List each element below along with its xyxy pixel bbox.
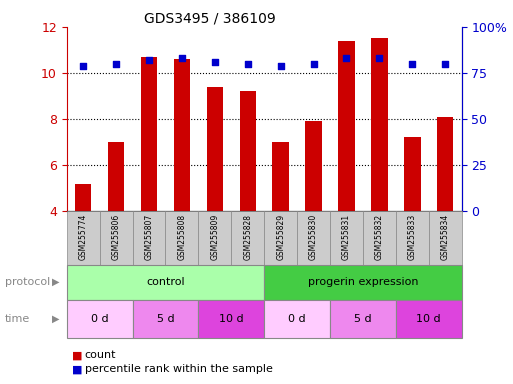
Text: GSM255828: GSM255828 (243, 214, 252, 260)
Text: GSM255834: GSM255834 (441, 214, 450, 260)
Bar (132, 300, 199, 338)
Point (178, 55, 186, 61)
Text: 5 d: 5 d (156, 314, 174, 324)
Text: GSM255830: GSM255830 (309, 214, 318, 260)
Text: GSM255832: GSM255832 (375, 214, 384, 260)
Text: GSM255806: GSM255806 (111, 214, 121, 260)
Text: ▶: ▶ (51, 277, 59, 287)
Text: GSM255809: GSM255809 (210, 214, 220, 260)
Bar (199, 300, 264, 338)
Bar (297, 211, 330, 265)
Text: GSM255833: GSM255833 (408, 214, 417, 260)
Text: GSM255831: GSM255831 (342, 214, 351, 260)
Bar (199, 211, 231, 265)
Text: GSM255808: GSM255808 (177, 214, 186, 260)
Point (441, 61, 449, 67)
Text: control: control (146, 277, 185, 287)
Point (376, 55, 384, 61)
Text: 0 d: 0 d (91, 314, 108, 324)
Point (408, 61, 417, 67)
Text: progerin expression: progerin expression (308, 277, 418, 287)
Bar (67, 300, 132, 338)
Point (211, 59, 219, 65)
Text: time: time (5, 314, 30, 324)
Bar (371, 38, 388, 211)
Point (79, 63, 87, 69)
Bar (330, 211, 363, 265)
Bar (396, 300, 462, 338)
Point (309, 61, 318, 67)
Bar (240, 91, 256, 211)
Text: 10 d: 10 d (417, 314, 441, 324)
Text: ■: ■ (72, 364, 82, 374)
Bar (338, 41, 354, 211)
Bar (108, 142, 124, 211)
Bar (305, 121, 322, 211)
Bar (100, 211, 132, 265)
Bar (330, 300, 396, 338)
Bar (264, 265, 462, 300)
Text: protocol: protocol (5, 277, 50, 287)
Point (244, 61, 252, 67)
Bar (165, 211, 199, 265)
Bar (207, 87, 223, 211)
Text: ▶: ▶ (51, 314, 59, 324)
Bar (429, 211, 462, 265)
Bar (437, 117, 453, 211)
Text: percentile rank within the sample: percentile rank within the sample (85, 364, 272, 374)
Bar (141, 57, 157, 211)
Text: 5 d: 5 d (354, 314, 372, 324)
Point (277, 63, 285, 69)
Text: GSM255829: GSM255829 (276, 214, 285, 260)
Text: GDS3495 / 386109: GDS3495 / 386109 (144, 12, 275, 25)
Bar (231, 211, 264, 265)
Point (342, 55, 350, 61)
Bar (404, 137, 421, 211)
Bar (272, 142, 289, 211)
Bar (67, 265, 264, 300)
Bar (264, 300, 330, 338)
Bar (67, 211, 100, 265)
Text: ■: ■ (72, 350, 82, 360)
Bar (363, 211, 396, 265)
Text: GSM255774: GSM255774 (78, 214, 88, 260)
Bar (264, 211, 297, 265)
Bar (132, 211, 165, 265)
Text: 10 d: 10 d (219, 314, 244, 324)
Text: GSM255807: GSM255807 (145, 214, 153, 260)
Bar (174, 59, 190, 211)
Text: 0 d: 0 d (288, 314, 306, 324)
Point (112, 61, 120, 67)
Point (145, 57, 153, 63)
Bar (396, 211, 429, 265)
Text: count: count (85, 350, 116, 360)
Bar (75, 184, 91, 211)
